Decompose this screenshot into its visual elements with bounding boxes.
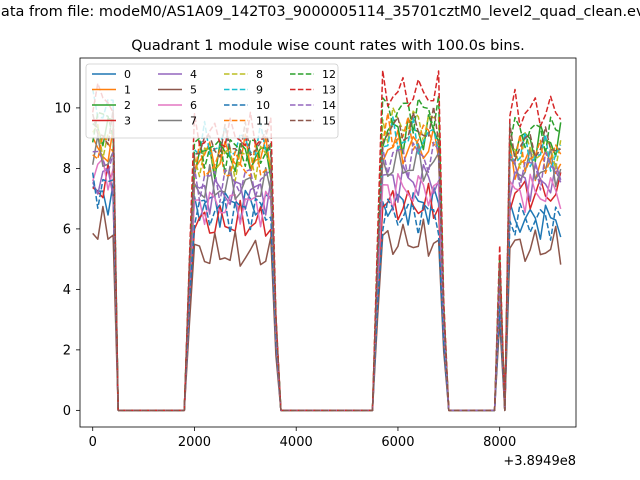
axes-title: Quadrant 1 module wise count rates with … [131,38,525,54]
x-tick-label-8000: 8000 [483,435,516,450]
legend-label-9: 9 [256,84,263,97]
y-tick-label-6: 6 [63,222,71,237]
y-tick-label-8: 8 [63,162,71,177]
legend-label-15: 15 [322,115,336,128]
x-tick-label-4000: 4000 [280,435,313,450]
legend-label-0: 0 [124,68,131,81]
legend-label-4: 4 [190,68,197,81]
axes-frame [79,57,577,428]
legend-label-5: 5 [190,84,197,97]
figure-suptitle: Data from file: modeM0/AS1A09_142T03_900… [0,4,640,20]
legend-label-6: 6 [190,99,197,112]
legend-label-1: 1 [124,84,131,97]
plot-area: 0 2000 4000 6000 800002468100123456789101112… [54,57,577,450]
y-tick-label-10: 10 [54,101,71,116]
legend-label-13: 13 [322,84,336,97]
legend-label-7: 7 [190,115,197,128]
legend-label-14: 14 [322,99,336,112]
legend-label-3: 3 [124,115,131,128]
legend-label-11: 11 [256,115,270,128]
y-tick-label-2: 2 [63,343,71,358]
x-tick-label-2000: 2000 [178,435,211,450]
legend-box [85,63,339,139]
legend-label-12: 12 [322,68,336,81]
series-line-15 [91,105,561,412]
legend-label-8: 8 [256,68,263,81]
x-offset-label: +3.8949e8 [503,454,576,469]
legend-label-10: 10 [256,99,270,112]
x-tick-label-6000: 6000 [381,435,414,450]
legend-label-2: 2 [124,99,131,112]
x-tick-label-0: 0 [89,435,97,450]
y-tick-label-4: 4 [63,283,71,298]
y-tick-label-0: 0 [63,404,71,419]
